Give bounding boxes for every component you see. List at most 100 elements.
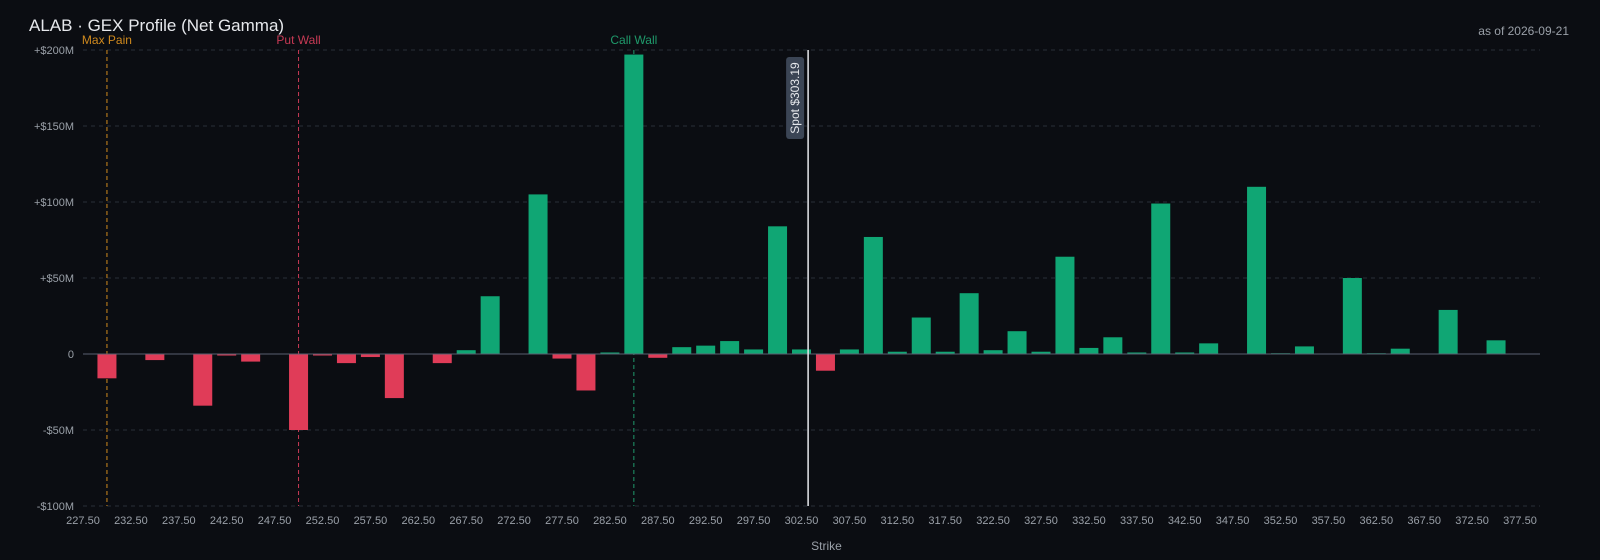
x-tick-label: 302.50	[785, 515, 819, 527]
marker-lines: Max Pain Put Wall Call Wall	[82, 33, 657, 506]
bar	[1151, 203, 1171, 354]
bars	[97, 54, 1506, 430]
bar	[1342, 278, 1362, 354]
bar	[696, 345, 716, 354]
x-tick-label: 267.50	[449, 515, 483, 527]
bar	[97, 354, 117, 379]
bar	[528, 194, 548, 354]
chart-title: ALAB · GEX Profile (Net Gamma)	[29, 16, 285, 35]
grid-lines	[83, 49, 1540, 507]
bar	[887, 351, 907, 354]
bar	[384, 354, 404, 399]
bar	[576, 354, 596, 391]
y-tick-label: -$50M	[43, 425, 74, 437]
bar	[648, 354, 668, 358]
x-tick-label: 307.50	[833, 515, 867, 527]
x-tick-label: 372.50	[1455, 515, 1489, 527]
bar	[217, 354, 237, 356]
x-tick-label: 272.50	[497, 515, 531, 527]
x-tick-label: 232.50	[114, 515, 148, 527]
x-tick-label: 362.50	[1359, 515, 1393, 527]
bar	[600, 352, 620, 354]
bar	[768, 226, 788, 354]
bar	[1438, 309, 1458, 354]
x-tick-label: 327.50	[1024, 515, 1058, 527]
bar	[744, 349, 764, 354]
x-tick-label: 292.50	[689, 515, 723, 527]
x-tick-label: 367.50	[1407, 515, 1441, 527]
bar	[1247, 186, 1267, 354]
bar	[911, 317, 931, 354]
y-tick-label: +$150M	[34, 121, 74, 133]
bar	[1199, 343, 1219, 354]
bar	[480, 296, 500, 354]
y-tick-label: -$100M	[37, 501, 74, 513]
bar	[360, 354, 380, 358]
bar	[672, 347, 692, 354]
spot-badge	[786, 57, 805, 139]
bar	[1055, 256, 1075, 354]
x-tick-label: 247.50	[258, 515, 292, 527]
bar	[241, 354, 261, 362]
y-tick-label: +$200M	[34, 45, 74, 57]
x-tick-label: 277.50	[545, 515, 579, 527]
x-tick-label: 322.50	[976, 515, 1010, 527]
bar	[432, 354, 452, 364]
y-axis: +$200M +$150M +$100M +$50M 0 -$50M -$100M	[34, 45, 74, 513]
x-tick-label: 287.50	[641, 515, 675, 527]
x-tick-label: 357.50	[1312, 515, 1346, 527]
x-tick-label: 252.50	[306, 515, 340, 527]
y-tick-label: +$100M	[34, 197, 74, 209]
bar	[1127, 352, 1147, 354]
bar	[720, 341, 740, 354]
bar	[336, 354, 356, 364]
as-of-date: as of 2026-09-21	[1478, 24, 1569, 38]
bar	[145, 354, 165, 361]
x-tick-label: 297.50	[737, 515, 771, 527]
x-tick-label: 377.50	[1503, 515, 1537, 527]
x-tick-label: 312.50	[880, 515, 914, 527]
x-tick-label: 282.50	[593, 515, 627, 527]
bar	[815, 354, 835, 371]
y-tick-label: +$50M	[40, 273, 74, 285]
x-tick-label: 347.50	[1216, 515, 1250, 527]
x-axis-title: Strike	[811, 539, 842, 553]
bar	[1390, 348, 1410, 354]
y-tick-label: 0	[68, 349, 74, 361]
bar	[289, 354, 309, 430]
bar	[983, 350, 1003, 354]
max-pain-label: Max Pain	[82, 33, 132, 47]
x-tick-label: 352.50	[1264, 515, 1298, 527]
x-tick-label: 242.50	[210, 515, 244, 527]
bar	[1079, 347, 1099, 354]
x-tick-label: 237.50	[162, 515, 196, 527]
spot-label: Spot $303.19	[788, 62, 802, 134]
x-tick-label: 317.50	[928, 515, 962, 527]
x-tick-label: 257.50	[354, 515, 388, 527]
bar	[1103, 337, 1123, 354]
bar	[1294, 346, 1314, 354]
bar	[863, 236, 883, 354]
bar	[313, 354, 332, 356]
bar	[1486, 340, 1506, 354]
bar	[935, 351, 955, 354]
bar	[552, 354, 572, 359]
call-wall-label: Call Wall	[610, 33, 657, 47]
x-tick-label: 332.50	[1072, 515, 1106, 527]
x-tick-label: 227.50	[66, 515, 100, 527]
bar	[792, 349, 811, 354]
bar	[839, 349, 859, 354]
spot-marker: Spot $303.19	[786, 50, 809, 506]
bar	[193, 354, 213, 406]
bar	[1031, 351, 1051, 354]
bar	[1175, 352, 1195, 354]
bar	[959, 293, 979, 354]
bar	[624, 54, 644, 355]
bar	[456, 350, 476, 354]
x-axis: 227.50 232.50 237.50 242.50 247.50 252.50 257.…	[66, 515, 1537, 527]
x-tick-label: 262.50	[401, 515, 435, 527]
x-tick-label: 342.50	[1168, 515, 1202, 527]
bar	[1007, 331, 1027, 354]
